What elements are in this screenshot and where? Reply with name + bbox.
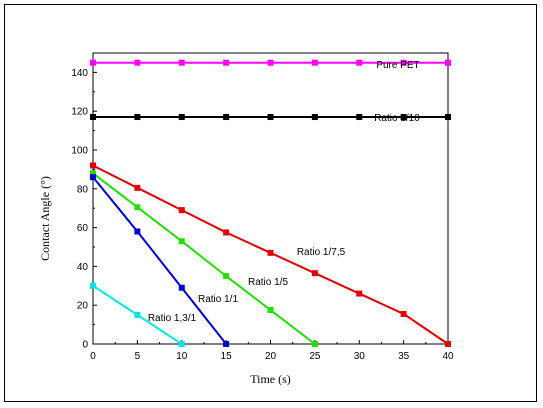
data-point-ratio-1-10 bbox=[311, 114, 318, 121]
series-labels: Pure PET Ratio 1/10 Ratio 1/7,5 Ratio 1/5 Ra… bbox=[148, 60, 420, 324]
series-label-ratio-1-5: Ratio 1/5 bbox=[248, 277, 288, 288]
data-point-pure-pet bbox=[400, 59, 407, 66]
data-point-ratio-1-5 bbox=[267, 307, 274, 314]
y-tick-label: 140 bbox=[71, 68, 88, 79]
x-tick-label: 15 bbox=[221, 351, 233, 362]
data-point-ratio-1-1 bbox=[134, 228, 141, 235]
data-point-ratio-1-7-5 bbox=[311, 270, 318, 277]
data-point-ratio-1-5 bbox=[311, 341, 318, 347]
data-point-ratio-1-10 bbox=[445, 114, 451, 121]
plot-border bbox=[92, 52, 449, 345]
data-point-ratio-1-1 bbox=[223, 341, 230, 347]
x-tick-label: 20 bbox=[265, 351, 277, 362]
series-label-ratio-1-7-5: Ratio 1/7,5 bbox=[297, 247, 346, 258]
data-point-ratio-1-7-5 bbox=[223, 229, 230, 236]
data-point-pure-pet bbox=[445, 59, 451, 66]
y-axis: 0 20 40 60 80 100 120 140 bbox=[71, 68, 97, 351]
series-layer bbox=[90, 59, 451, 347]
series-label-pure-pet: Pure PET bbox=[376, 60, 419, 71]
data-point-pure-pet bbox=[223, 59, 230, 66]
x-axis: 0 5 10 15 20 25 30 35 40 bbox=[90, 340, 454, 362]
data-point-ratio-1-10 bbox=[400, 114, 407, 121]
series-label-ratio-1-10: Ratio 1/10 bbox=[374, 113, 420, 124]
data-point-ratio-1-10 bbox=[178, 114, 185, 121]
data-point-pure-pet bbox=[267, 59, 274, 66]
x-axis-title: Time (s) bbox=[250, 372, 291, 386]
plot-area bbox=[92, 52, 449, 345]
y-tick-label: 60 bbox=[77, 223, 89, 234]
data-point-ratio-1-7-5 bbox=[267, 249, 274, 256]
data-point-ratio-1-5 bbox=[134, 204, 141, 211]
x-tick-label: 35 bbox=[398, 351, 410, 362]
data-point-ratio-1-5 bbox=[90, 170, 96, 177]
y-axis-title: Contact Angle (°) bbox=[38, 176, 52, 261]
series-label-ratio-1-1: Ratio 1/1 bbox=[198, 294, 238, 305]
data-point-ratio-1-10 bbox=[223, 114, 230, 121]
data-point-ratio-1-1 bbox=[178, 284, 185, 291]
y-tick-label: 100 bbox=[71, 146, 88, 157]
data-point-ratio-1-7-5 bbox=[178, 207, 185, 214]
x-tick-label: 25 bbox=[309, 351, 321, 362]
data-point-ratio-1-10 bbox=[356, 114, 363, 121]
data-point-ratio-1-10 bbox=[90, 114, 96, 121]
data-point-ratio-1-7-5 bbox=[90, 162, 96, 169]
data-point-ratio-1-3-1 bbox=[90, 282, 96, 289]
y-tick-label: 40 bbox=[77, 262, 89, 273]
data-point-ratio-1-7-5 bbox=[356, 290, 363, 297]
y-tick-label: 120 bbox=[71, 107, 88, 118]
x-tick-label: 10 bbox=[176, 351, 188, 362]
x-tick-label: 30 bbox=[354, 351, 366, 362]
y-tick-label: 0 bbox=[82, 340, 88, 351]
data-point-ratio-1-10 bbox=[134, 114, 141, 121]
data-point-pure-pet bbox=[356, 59, 363, 66]
data-point-ratio-1-3-1 bbox=[178, 341, 185, 347]
y-tick-label: 80 bbox=[77, 184, 89, 195]
data-point-pure-pet bbox=[311, 59, 318, 66]
data-point-ratio-1-5 bbox=[223, 273, 230, 280]
data-point-ratio-1-7-5 bbox=[134, 184, 141, 191]
data-point-ratio-1-10 bbox=[267, 114, 274, 121]
series-line-ratio-1-5 bbox=[92, 172, 316, 345]
data-point-pure-pet bbox=[90, 59, 96, 66]
series-line-ratio-1-1 bbox=[92, 176, 227, 345]
data-point-ratio-1-5 bbox=[178, 238, 185, 245]
x-tick-label: 5 bbox=[135, 351, 141, 362]
data-point-ratio-1-1 bbox=[90, 174, 96, 181]
y-tick-label: 20 bbox=[77, 301, 89, 312]
data-point-ratio-1-7-5 bbox=[445, 341, 451, 347]
data-point-pure-pet bbox=[134, 59, 141, 66]
x-tick-label: 0 bbox=[90, 351, 96, 362]
series-label-ratio-1-3-1: Ratio 1,3/1 bbox=[148, 313, 197, 324]
data-point-ratio-1-3-1 bbox=[134, 311, 141, 318]
data-point-ratio-1-7-5 bbox=[400, 310, 407, 317]
x-tick-label: 40 bbox=[442, 351, 454, 362]
data-point-pure-pet bbox=[178, 59, 185, 66]
